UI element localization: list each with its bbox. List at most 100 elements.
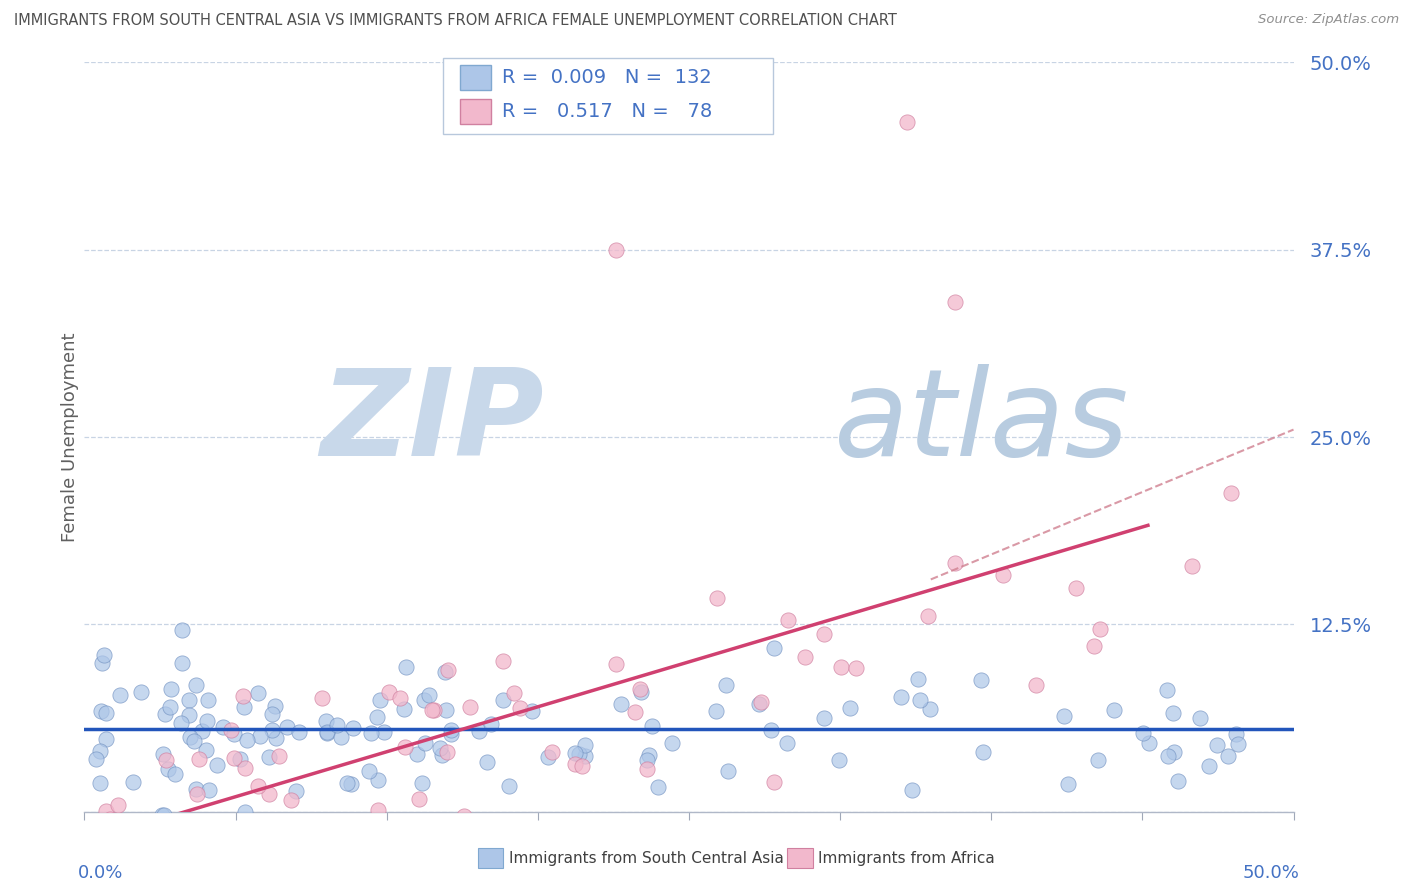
Point	[315, 714, 337, 728]
Point	[184, 678, 207, 692]
Point	[373, 724, 395, 739]
Point	[1167, 774, 1189, 789]
Point	[86, 834, 108, 848]
Point	[212, 720, 235, 734]
Text: atlas: atlas	[834, 364, 1129, 481]
Point	[610, 697, 633, 711]
Point	[136, 864, 159, 879]
Point	[440, 727, 463, 741]
Point	[330, 823, 353, 838]
Point	[236, 835, 259, 849]
Point	[163, 863, 186, 878]
Point	[943, 295, 966, 310]
Point	[564, 747, 586, 761]
Point	[172, 624, 194, 638]
Point	[191, 724, 214, 739]
Point	[1157, 749, 1180, 764]
Point	[972, 745, 994, 759]
Point	[423, 703, 446, 717]
Point	[112, 864, 135, 879]
Text: IMMIGRANTS FROM SOUTH CENTRAL ASIA VS IMMIGRANTS FROM AFRICA FEMALE UNEMPLOYMENT: IMMIGRANTS FROM SOUTH CENTRAL ASIA VS IM…	[14, 13, 897, 29]
Point	[574, 748, 596, 763]
Point	[329, 730, 352, 744]
Point	[537, 750, 560, 764]
Point	[458, 699, 481, 714]
Point	[195, 743, 218, 757]
Point	[284, 784, 307, 798]
Point	[1161, 706, 1184, 720]
Point	[319, 864, 342, 879]
Point	[188, 752, 211, 766]
Point	[159, 700, 181, 714]
Point	[776, 613, 799, 627]
Text: Immigrants from Africa: Immigrants from Africa	[818, 851, 995, 865]
Point	[623, 705, 645, 719]
Point	[150, 808, 173, 822]
Point	[311, 690, 333, 705]
Text: ZIP: ZIP	[321, 364, 544, 481]
Point	[641, 719, 664, 733]
Point	[229, 752, 252, 766]
Point	[226, 831, 249, 846]
Point	[475, 756, 498, 770]
Point	[411, 776, 433, 790]
Point	[233, 761, 256, 775]
Point	[89, 820, 111, 834]
Point	[1182, 827, 1205, 841]
Text: R =  0.009   N =  132: R = 0.009 N = 132	[502, 68, 711, 87]
Point	[179, 730, 201, 744]
Point	[628, 682, 651, 697]
Point	[108, 688, 131, 702]
Point	[247, 779, 270, 793]
Point	[751, 695, 773, 709]
Point	[901, 783, 924, 797]
Point	[436, 703, 458, 717]
Point	[714, 678, 737, 692]
Point	[1064, 581, 1087, 595]
Point	[970, 673, 993, 687]
Point	[366, 710, 388, 724]
Point	[1083, 639, 1105, 653]
Point	[94, 818, 117, 832]
Point	[1104, 703, 1126, 717]
Point	[288, 725, 311, 739]
Point	[325, 717, 347, 731]
Point	[340, 777, 363, 791]
Point	[169, 864, 191, 879]
Point	[763, 640, 786, 655]
Point	[76, 864, 98, 879]
Point	[222, 750, 245, 764]
Point	[636, 762, 658, 776]
Point	[1025, 678, 1047, 692]
Point	[748, 697, 770, 711]
Point	[266, 731, 288, 746]
Point	[827, 753, 849, 767]
Point	[315, 725, 337, 739]
Point	[249, 729, 271, 743]
Point	[1188, 710, 1211, 724]
Point	[195, 714, 218, 728]
Point	[89, 776, 111, 790]
Point	[1087, 753, 1109, 767]
Point	[222, 727, 245, 741]
Point	[605, 243, 627, 257]
Text: 0.0%: 0.0%	[79, 864, 124, 882]
Point	[638, 747, 661, 762]
Point	[761, 723, 783, 737]
Point	[367, 772, 389, 787]
Point	[233, 805, 256, 820]
Point	[342, 721, 364, 735]
Point	[159, 681, 181, 696]
Point	[107, 797, 129, 812]
Point	[794, 650, 817, 665]
Point	[1225, 727, 1247, 741]
Point	[260, 707, 283, 722]
Point	[153, 808, 176, 822]
Point	[574, 739, 596, 753]
Text: R =   0.517   N =   78: R = 0.517 N = 78	[502, 102, 713, 121]
Point	[943, 556, 966, 570]
Point	[114, 831, 136, 846]
Point	[257, 787, 280, 801]
Point	[84, 752, 107, 766]
Point	[93, 648, 115, 662]
